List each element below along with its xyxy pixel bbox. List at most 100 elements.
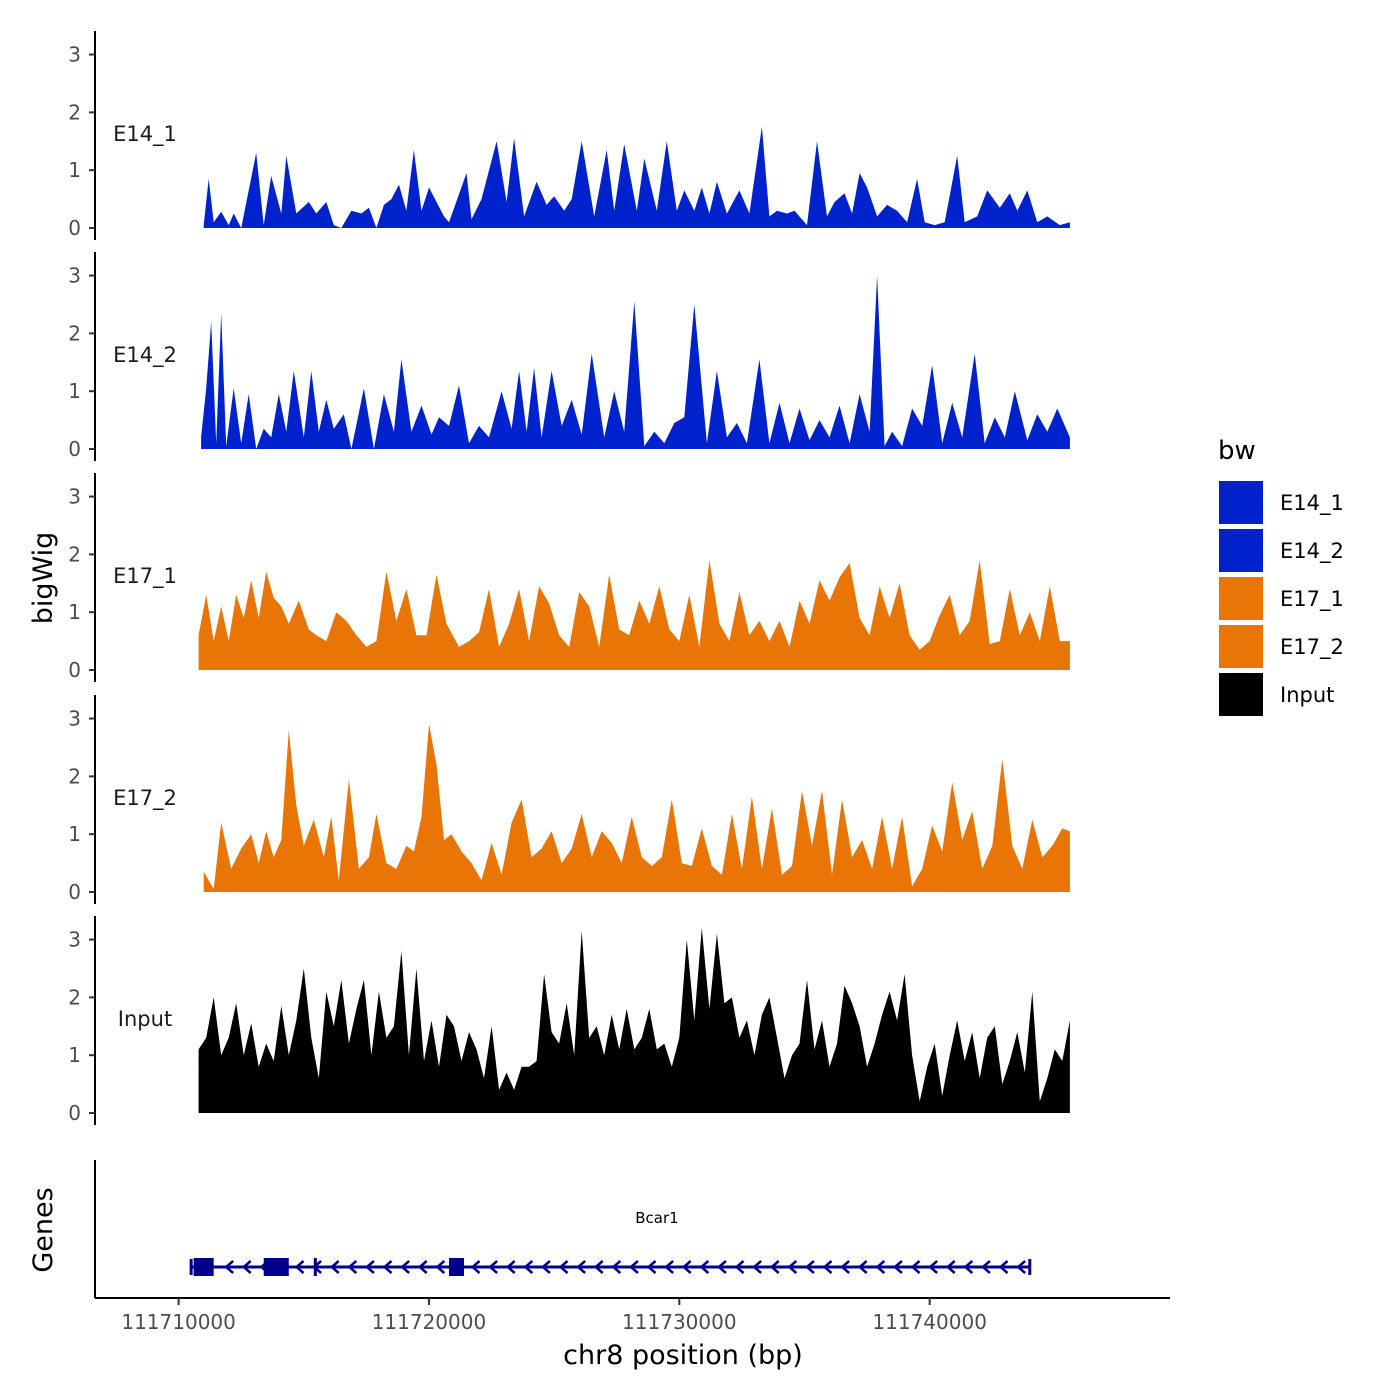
strand-arrow: [928, 1260, 938, 1274]
y-tick-label: 0: [68, 880, 81, 904]
strand-arrow: [840, 1260, 850, 1274]
strand-arrow: [681, 1260, 692, 1274]
strand-arrow: [294, 1260, 305, 1274]
strand-arrow: [752, 1260, 762, 1274]
strand-arrow: [629, 1260, 639, 1274]
y-tick-label: 2: [68, 542, 81, 566]
legend-swatch-E14_1: [1219, 481, 1263, 524]
strand-arrow: [664, 1260, 674, 1274]
strand-arrow: [998, 1260, 1009, 1274]
strand-arrow: [241, 1260, 252, 1274]
strand-arrow: [382, 1260, 393, 1274]
x-tick-label: 111740000: [872, 1310, 987, 1334]
legend-label-E14_1: E14_1: [1280, 491, 1344, 516]
panel-label-E17_1: E17_1: [113, 564, 177, 589]
track-area-E14_2: [201, 275, 1070, 449]
x-tick-label: 111710000: [121, 1310, 236, 1334]
y-tick-label: 2: [68, 764, 81, 788]
track-E14_1: 0 1 2 3 E14_1: [68, 31, 1070, 240]
x-axis: 111710000 111720000 111730000 111740000: [95, 1297, 1170, 1334]
strand-arrow: [717, 1260, 727, 1274]
track-area-E17_2: [203, 724, 1070, 892]
gene-Bcar1: Bcar1: [189, 1209, 1032, 1276]
y-tick-label: 3: [68, 43, 81, 67]
strand-arrow: [576, 1260, 586, 1274]
track-E17_2: 0 1 2 3 E17_2: [68, 695, 1070, 904]
strand-arrow: [435, 1260, 446, 1274]
y-tick-label: 0: [68, 658, 81, 682]
strand-arrow: [488, 1260, 498, 1274]
strand-arrow: [857, 1260, 868, 1274]
legend-swatch-Input: [1219, 673, 1263, 716]
strand-arrow: [963, 1260, 974, 1274]
track-area-Input: [198, 928, 1070, 1113]
strand-arrow: [417, 1260, 428, 1274]
legend-swatch-E17_2: [1219, 625, 1263, 668]
strand-arrow: [1016, 1260, 1026, 1274]
strand-arrow: [822, 1260, 833, 1274]
strand-arrow: [611, 1260, 622, 1274]
track-Input: 0 1 2 3 Input: [68, 916, 1070, 1125]
exon: [313, 1258, 317, 1276]
strand-arrow: [910, 1260, 921, 1274]
strand-arrow: [893, 1260, 903, 1274]
panel-label-E14_1: E14_1: [113, 122, 177, 147]
y-tick-label: 3: [68, 707, 81, 731]
y-tick-label: 3: [68, 264, 81, 288]
gene-label: Bcar1: [635, 1209, 678, 1227]
y-tick-label: 1: [68, 600, 81, 624]
y-tick-label: 2: [68, 985, 81, 1009]
y-tick-label: 2: [68, 321, 81, 345]
strand-arrow: [523, 1260, 534, 1274]
strand-arrow: [875, 1260, 886, 1274]
legend-label-E17_2: E17_2: [1280, 635, 1344, 660]
strand-arrow: [699, 1260, 710, 1274]
strand-arrow: [541, 1260, 551, 1274]
legend: bw E14_1 E14_2 E17_1 E17_2 Input: [1218, 436, 1344, 716]
x-axis-title: chr8 position (bp): [563, 1340, 803, 1371]
x-tick-label: 111720000: [372, 1310, 487, 1334]
y-axis-title: bigWig: [28, 532, 59, 625]
strand-arrow: [400, 1260, 410, 1274]
strand-arrow: [329, 1260, 340, 1274]
y-tick-label: 3: [68, 928, 81, 952]
panel-label-Input: Input: [118, 1007, 172, 1031]
strand-arrow: [470, 1260, 481, 1274]
strand-arrow: [945, 1260, 956, 1274]
strand-arrow: [981, 1260, 991, 1274]
strand-arrow: [787, 1260, 798, 1274]
y-tick-label: 2: [68, 100, 81, 124]
strand-arrow: [365, 1260, 375, 1274]
y-tick-label: 1: [68, 158, 81, 182]
y-tick-label: 1: [68, 379, 81, 403]
legend-label-E17_1: E17_1: [1280, 587, 1344, 612]
strand-arrow: [769, 1260, 780, 1274]
legend-label-E14_2: E14_2: [1280, 539, 1344, 564]
track-E17_1: 0 1 2 3 E17_1: [68, 473, 1070, 682]
legend-swatch-E14_2: [1219, 529, 1263, 572]
x-tick-label: 111730000: [622, 1310, 737, 1334]
bigwig-tracks: 0 1 2 3 E14_1 0 1 2 3 E14_2 0 1 2 3 E17_1 0 1 2 3 E17_2 0 1 2 3…: [68, 31, 1070, 1125]
gene-track: Bcar1: [94, 1160, 1032, 1298]
strand-arrow: [646, 1260, 657, 1274]
track-E14_2: 0 1 2 3 E14_2: [68, 252, 1070, 461]
strand-arrow: [224, 1260, 234, 1274]
exon: [263, 1258, 289, 1276]
y-tick-label: 3: [68, 485, 81, 509]
panel-label-E14_2: E14_2: [113, 343, 177, 368]
y-tick-label: 1: [68, 1043, 81, 1067]
genes-axis-title: Genes: [28, 1187, 59, 1272]
legend-label-Input: Input: [1280, 683, 1334, 707]
y-tick-label: 0: [68, 1101, 81, 1125]
legend-title: bw: [1218, 436, 1256, 466]
panel-label-E17_2: E17_2: [113, 786, 177, 811]
strand-arrow: [805, 1260, 815, 1274]
track-area-E14_1: [203, 126, 1070, 228]
strand-arrow: [734, 1260, 745, 1274]
exon: [448, 1258, 465, 1276]
strand-arrow: [593, 1260, 604, 1274]
strand-arrow: [558, 1260, 569, 1274]
legend-swatch-E17_1: [1219, 577, 1263, 620]
strand-arrow: [505, 1260, 516, 1274]
